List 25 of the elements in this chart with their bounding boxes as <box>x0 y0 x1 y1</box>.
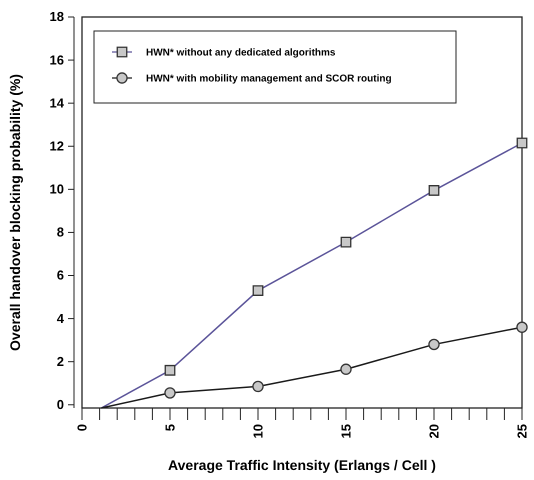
y-tick-label: 12 <box>50 138 64 154</box>
x-tick-label: 20 <box>426 424 442 438</box>
point <box>340 364 352 375</box>
point <box>428 338 440 350</box>
y-tick-label: 10 <box>50 182 64 196</box>
y-tick-label: 2 <box>56 354 64 369</box>
point <box>252 380 264 392</box>
y-axis-title: Overall handover blocking probability (%) <box>7 74 23 351</box>
y-tick-label: 8 <box>56 224 64 240</box>
legend-label: HWN* without any dedicated algorithms <box>146 48 336 58</box>
y-tick-label: 18 <box>50 9 64 24</box>
y-tick-label: 6 <box>56 268 64 283</box>
x-tick-label: 15 <box>338 424 354 438</box>
point <box>516 322 528 333</box>
x-tick-label: 5 <box>162 424 178 432</box>
x-tick-label: 0 <box>74 424 90 432</box>
x-tick-label: 10 <box>250 424 266 438</box>
point <box>164 387 176 399</box>
y-tick-label: 0 <box>56 396 64 412</box>
legend-label: HWN* with mobility management and SCOR routing <box>146 74 392 84</box>
x-axis-title: Average Traffic Intensity (Erlangs / Cell ) <box>168 457 436 473</box>
y-tick-label: 16 <box>50 52 64 68</box>
y-tick-label: 4 <box>56 310 65 326</box>
x-tick-label: 25 <box>514 424 530 438</box>
y-tick-label: 14 <box>50 95 65 110</box>
